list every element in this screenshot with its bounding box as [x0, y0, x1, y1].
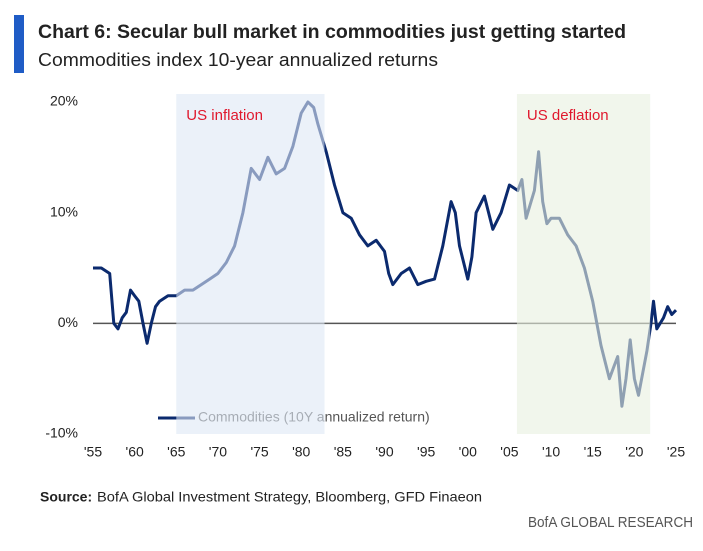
y-tick-label: -10% — [45, 425, 78, 441]
shaded-period — [176, 94, 325, 434]
chart-subtitle: Commodities index 10-year annualized ret… — [38, 50, 438, 70]
title-bar — [14, 15, 24, 73]
x-tick-label: '15 — [584, 444, 602, 460]
x-tick-label: '70 — [209, 444, 227, 460]
chart-title: Chart 6: Secular bull market in commodit… — [38, 22, 626, 43]
brand: BofA GLOBAL RESEARCH — [528, 514, 693, 531]
x-tick-label: '65 — [167, 444, 185, 460]
x-tick-label: '90 — [375, 444, 393, 460]
x-tick-label: '10 — [542, 444, 560, 460]
x-tick-label: '75 — [250, 444, 268, 460]
x-tick-label: '20 — [625, 444, 643, 460]
source-text: BofA Global Investment Strategy, Bloombe… — [97, 489, 482, 505]
y-tick-label: 10% — [50, 203, 78, 219]
x-tick-label: '80 — [292, 444, 310, 460]
x-tick-label: '55 — [84, 444, 102, 460]
y-tick-label: 0% — [58, 314, 78, 330]
period-label: US deflation — [527, 107, 609, 124]
y-tick-label: 20% — [50, 93, 78, 109]
shaded-period — [516, 94, 651, 434]
source-label: Source: — [40, 489, 92, 505]
x-tick-label: '25 — [667, 444, 685, 460]
x-tick-label: '05 — [500, 444, 518, 460]
period-label: US inflation — [186, 107, 263, 124]
x-tick-label: '60 — [126, 444, 144, 460]
x-tick-label: '95 — [417, 444, 435, 460]
x-tick-label: '85 — [334, 444, 352, 460]
x-tick-label: '00 — [459, 444, 477, 460]
